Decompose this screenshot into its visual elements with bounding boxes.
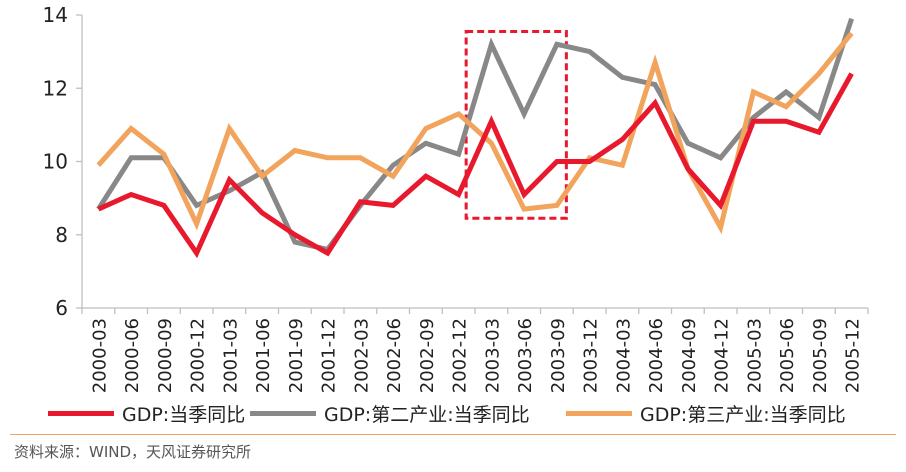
series-group (96, 17, 854, 259)
x-tick-label: 2000-03 (89, 318, 110, 393)
x-tick-label: 2003-12 (581, 318, 602, 393)
x-tick-label: 2000-12 (188, 318, 209, 393)
y-tick-label: 6 (55, 296, 68, 320)
legend-swatch-secondary-industry (250, 410, 316, 416)
legend-label-secondary-industry: GDP:第二产业:当季同比 (324, 403, 530, 426)
legend: GDP:当季同比 GDP:第二产业:当季同比 GDP:第三产业:当季同比 (40, 398, 900, 428)
x-tick-label: 2003-06 (515, 318, 536, 393)
x-tick-label: 2004-12 (712, 318, 733, 393)
x-tick-label: 2003-09 (548, 318, 569, 393)
x-tick-label: 2002-06 (384, 318, 405, 393)
x-tick-label: 2001-12 (319, 318, 340, 393)
x-tick-label: 2000-09 (155, 318, 176, 393)
legend-swatch-gdp (48, 410, 114, 416)
legend-swatch-tertiary-industry (566, 410, 632, 416)
source-divider (10, 434, 896, 435)
x-tick-label: 2005-03 (744, 318, 765, 393)
x-tick-label: 2005-12 (843, 318, 864, 393)
y-tick-label: 14 (43, 3, 68, 27)
x-tick-label: 2001-09 (286, 318, 307, 393)
series-line-gdp (97, 72, 854, 259)
x-tick-label: 2004-09 (679, 318, 700, 393)
x-tick-label: 2002-09 (417, 318, 438, 393)
x-tick-label: 2001-03 (220, 318, 241, 393)
y-tick-label: 8 (55, 223, 68, 247)
series-line-tertiary-industry (96, 31, 854, 235)
legend-label-tertiary-industry: GDP:第三产业:当季同比 (640, 403, 846, 426)
highlight-box (464, 29, 568, 220)
legend-item-secondary-industry: GDP:第二产业:当季同比 (250, 398, 530, 428)
legend-label-gdp: GDP:当季同比 (122, 403, 246, 426)
x-tick-label: 2001-06 (253, 318, 274, 393)
source-note: 资料来源：WIND，天风证券研究所 (14, 443, 252, 461)
x-tick-label: 2005-06 (777, 318, 798, 393)
y-tick-label: 10 (43, 150, 68, 174)
axes: 6 8 10 12 14 2000-03 2000-06 2000-09 2000-12 2001… (43, 3, 869, 393)
y-tick-label: 12 (43, 76, 68, 100)
legend-item-gdp: GDP:当季同比 (48, 398, 245, 428)
x-tick-label: 2000-06 (122, 318, 143, 393)
x-tick-label: 2002-03 (351, 318, 372, 393)
x-tick-label: 2002-12 (450, 318, 471, 393)
x-tick-label: 2003-03 (482, 318, 503, 393)
legend-item-tertiary-industry: GDP:第三产业:当季同比 (566, 398, 846, 428)
x-tick-label: 2005-09 (810, 318, 831, 393)
x-tick-label: 2004-03 (613, 318, 634, 393)
x-tick-label: 2004-06 (646, 318, 667, 393)
